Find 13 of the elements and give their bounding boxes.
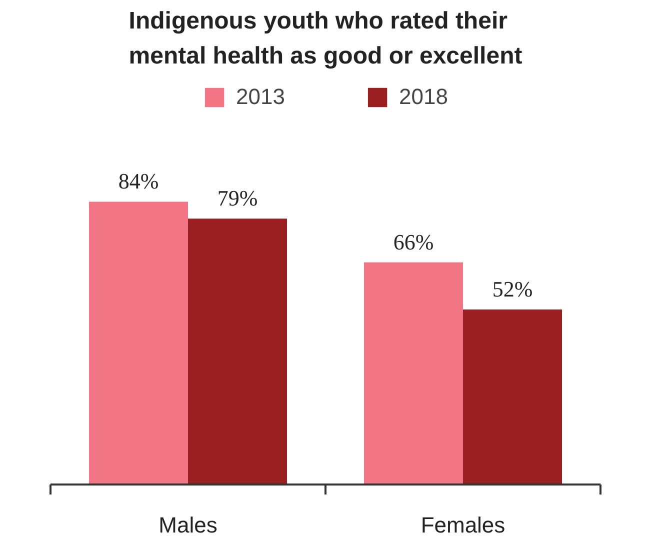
x-tick-label: Females bbox=[420, 512, 506, 538]
data-label: 79% bbox=[217, 186, 258, 211]
data-label: 52% bbox=[492, 276, 533, 302]
legend-label: 2018 bbox=[399, 84, 448, 110]
bar bbox=[463, 309, 562, 484]
x-tick-label: Males bbox=[158, 512, 218, 538]
data-label: 66% bbox=[393, 229, 434, 254]
chart-title: Indigenous youth who rated their mental health as good or excellent bbox=[128, 7, 522, 70]
bar bbox=[364, 262, 463, 484]
legend-label: 2013 bbox=[236, 84, 285, 110]
data-label: 84% bbox=[118, 168, 159, 194]
bar bbox=[188, 218, 287, 484]
bar bbox=[89, 202, 188, 484]
